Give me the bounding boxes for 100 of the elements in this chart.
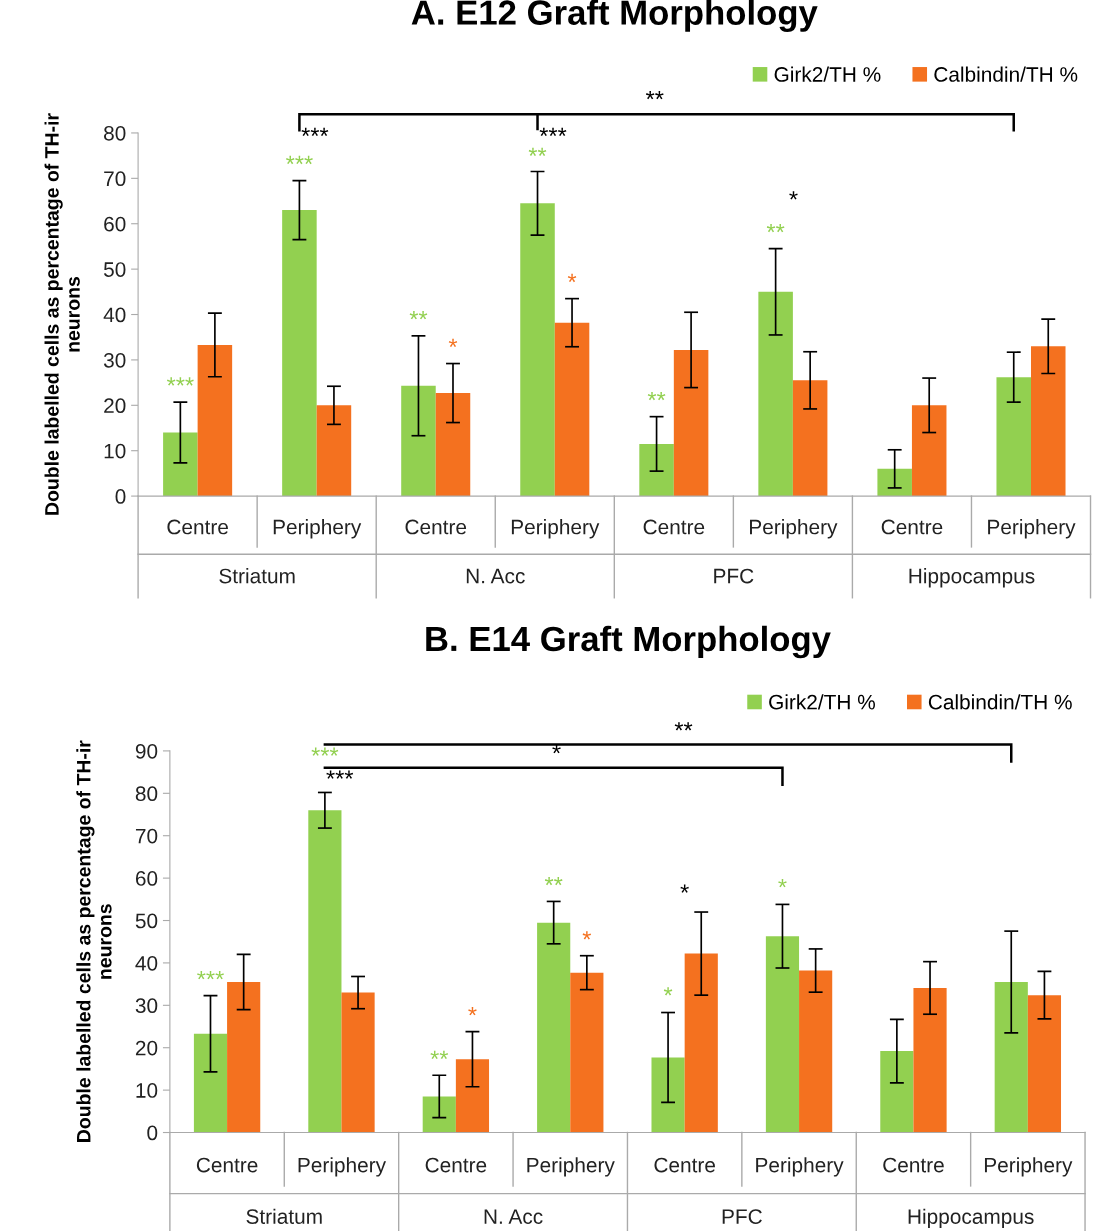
bar (1027, 995, 1062, 1133)
legend-label: Calbindin/TH % (928, 694, 1072, 710)
x-tick-label: Periphery (527, 1157, 615, 1177)
x-tick-label: Centre (425, 1157, 487, 1173)
y-tick-label: 90 (135, 743, 158, 759)
y-tick-label: 40 (135, 955, 158, 971)
annotation: *** (286, 155, 313, 165)
y-tick-label: 60 (135, 871, 158, 886)
chart-title: A. E12 Graft Morphology (411, 0, 818, 32)
x-tick-label: Centre (405, 519, 467, 535)
bar (537, 922, 571, 1133)
y-tick-label: 60 (104, 216, 126, 232)
bar (227, 982, 261, 1133)
y-tick-label: 30 (135, 998, 158, 1014)
annotation: ** (647, 391, 666, 401)
bar (994, 982, 1028, 1133)
y-tick-label: 70 (104, 171, 126, 187)
bar (554, 322, 590, 497)
bar (765, 936, 800, 1133)
x-tick-label: Centre (881, 519, 943, 535)
annotation: ** (528, 147, 547, 156)
x-tick-label: Periphery (984, 1157, 1073, 1177)
bar (341, 992, 375, 1133)
y-tick-label: 80 (104, 125, 126, 141)
x-tick-label: Centre (167, 519, 228, 535)
annotation: * (448, 338, 458, 348)
annotation: *** (197, 971, 224, 980)
bar (651, 1057, 685, 1133)
text: ** (645, 90, 664, 100)
legend-label: Calbindin/TH % (934, 66, 1078, 82)
bar (193, 1033, 228, 1133)
legend-label: Girk2/TH % (769, 694, 875, 710)
bar (913, 987, 947, 1133)
x-tick-label: Periphery (273, 519, 362, 539)
y-tick-label: 0 (147, 1125, 158, 1141)
bar (308, 810, 342, 1133)
text: N. Acc (466, 568, 525, 584)
text: ** (674, 722, 693, 731)
bar (792, 380, 828, 497)
annotation: * (567, 273, 577, 283)
y-axis-title: Double labelled cells as percentage of TH-ir neurons (44, 113, 80, 515)
bar (880, 1051, 914, 1133)
y-tick-label: 80 (135, 786, 158, 802)
bar (911, 405, 947, 497)
annotation: * (582, 931, 592, 940)
x-tick-label: Periphery (511, 519, 600, 539)
bar (455, 1059, 490, 1133)
annotation: ** (766, 223, 785, 233)
x-tick-label: Periphery (988, 519, 1076, 539)
text: Hippocampus (909, 568, 1035, 588)
bar (435, 393, 471, 497)
annotation: *** (166, 377, 194, 386)
annotation: ** (430, 1050, 449, 1060)
bar (520, 203, 555, 497)
annotation: * (778, 879, 787, 888)
x-tick-label: Centre (643, 519, 705, 535)
bar (422, 1096, 456, 1133)
annotation: *** (326, 770, 354, 779)
bar (639, 443, 674, 497)
y-tick-label: 30 (103, 352, 126, 368)
x-tick-label: Centre (883, 1157, 944, 1173)
annotation: * (663, 987, 673, 996)
y-tick-label: 50 (103, 262, 126, 277)
annotation: *** (539, 127, 567, 136)
y-tick-label: 50 (135, 913, 158, 929)
text: PFC (722, 1209, 762, 1224)
y-tick-label: 10 (104, 443, 126, 459)
x-tick-label: Periphery (756, 1157, 844, 1177)
y-axis-title: Double labelled cells as percentage of TH-ir neurons (76, 740, 112, 1142)
bar (996, 377, 1031, 497)
y-tick-label: 20 (135, 1040, 158, 1056)
bar (877, 468, 912, 497)
annotation: * (789, 191, 798, 200)
bar (570, 972, 604, 1133)
annotation: * (552, 745, 561, 754)
annotation: * (468, 1007, 477, 1016)
annotation: *** (301, 127, 329, 136)
chart-title: B. E14 Graft Morphology (426, 625, 831, 659)
bar (401, 385, 436, 497)
y-tick-label: 40 (103, 307, 126, 323)
annotation: *** (311, 747, 339, 756)
y-tick-label: 20 (104, 398, 126, 414)
x-tick-label: Periphery (298, 1157, 387, 1177)
bar (282, 210, 317, 497)
text: Striatum (246, 1208, 322, 1224)
bar (673, 349, 709, 497)
bar (163, 432, 198, 497)
text: N. Acc (484, 1209, 543, 1224)
x-tick-label: Centre (654, 1157, 715, 1173)
annotation: ** (409, 311, 428, 320)
bar (684, 953, 718, 1133)
text: Striatum (219, 568, 295, 584)
y-tick-label: 0 (115, 489, 126, 504)
x-tick-label: Centre (196, 1157, 258, 1173)
legend-label: Girk2/TH % (774, 66, 881, 82)
bar (197, 344, 233, 497)
y-tick-label: 70 (135, 828, 158, 844)
text: Hippocampus (908, 1208, 1034, 1229)
bar (758, 291, 793, 497)
annotation: * (680, 884, 689, 893)
